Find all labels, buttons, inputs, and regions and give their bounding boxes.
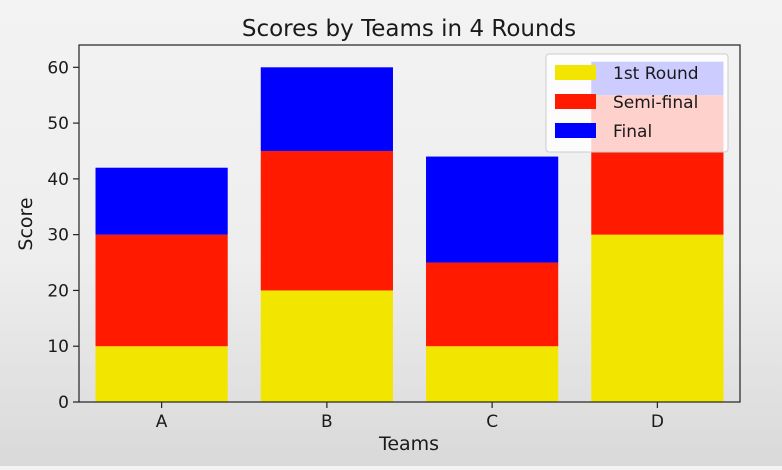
x-tick-label: A bbox=[156, 412, 168, 432]
bar-C-series-0 bbox=[426, 346, 559, 402]
x-tick-label: B bbox=[321, 412, 333, 432]
legend-swatch-series-2 bbox=[555, 123, 596, 138]
y-axis-label: Score bbox=[15, 197, 37, 250]
legend-label-series-2: Final bbox=[613, 122, 652, 142]
bar-B-series-2 bbox=[260, 67, 393, 151]
x-tick-label: C bbox=[486, 412, 498, 432]
bar-C-series-1 bbox=[426, 262, 559, 347]
y-tick-label: 10 bbox=[47, 337, 69, 357]
bars bbox=[95, 61, 724, 402]
bar-A-series-2 bbox=[95, 167, 228, 235]
legend-swatch-series-1 bbox=[555, 94, 596, 109]
bar-B-series-0 bbox=[260, 290, 393, 402]
bar-C-series-2 bbox=[426, 156, 559, 263]
legend-swatch-series-0 bbox=[555, 65, 596, 80]
legend-label-series-0: 1st Round bbox=[613, 64, 699, 84]
y-tick-label: 50 bbox=[47, 114, 69, 134]
legend-label-series-1: Semi-final bbox=[613, 93, 698, 113]
chart-title: Scores by Teams in 4 Rounds bbox=[242, 16, 576, 42]
y-tick-label: 0 bbox=[58, 393, 69, 413]
plot-frame bbox=[78, 44, 741, 403]
bar-B-series-1 bbox=[260, 150, 393, 291]
y-tick-label: 60 bbox=[47, 58, 69, 78]
bar-D-series-0 bbox=[591, 234, 724, 402]
y-tick-label: 30 bbox=[47, 226, 69, 246]
legend: 1st Round Semi-final Final bbox=[545, 53, 729, 153]
y-axis: 0 10 20 30 40 50 60 bbox=[47, 58, 79, 413]
bar-A-series-1 bbox=[95, 234, 228, 347]
x-tick-label: D bbox=[651, 412, 664, 432]
y-tick-label: 40 bbox=[47, 170, 69, 190]
x-axis: A B C D bbox=[156, 402, 664, 432]
bar-A-series-0 bbox=[95, 346, 228, 402]
y-tick-label: 20 bbox=[47, 281, 69, 301]
x-axis-label: Teams bbox=[378, 433, 439, 455]
